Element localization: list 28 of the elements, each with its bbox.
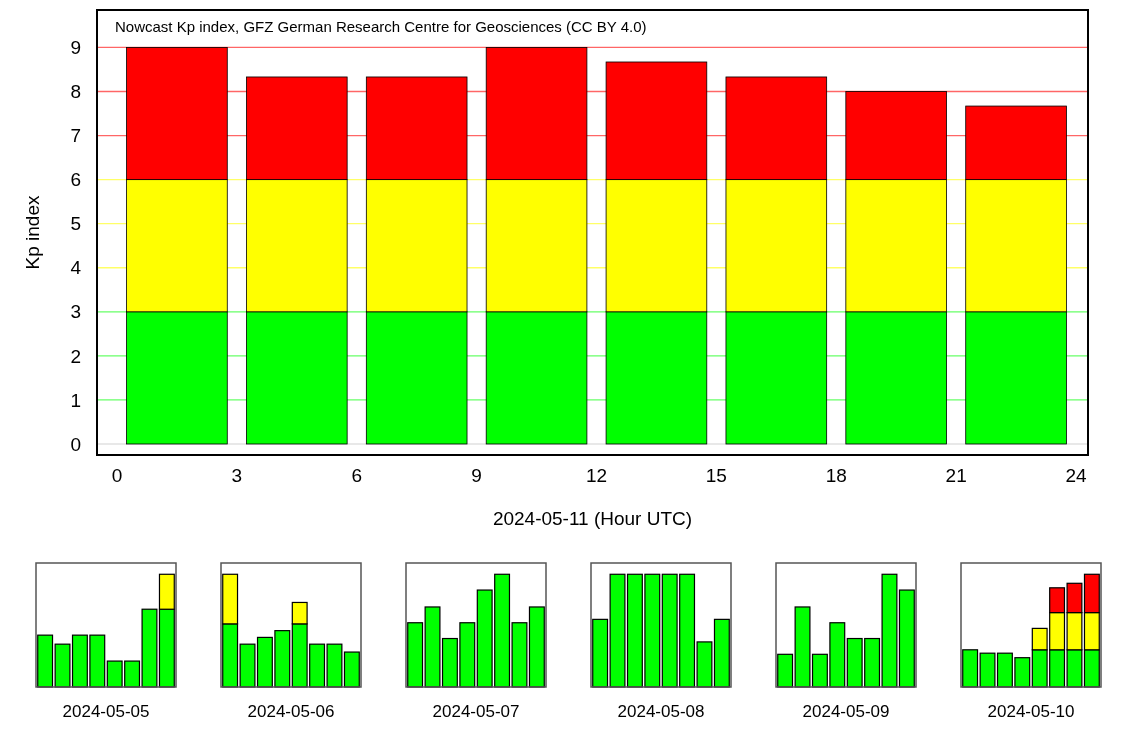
x-axis-title: 2024-05-11 (Hour UTC): [492, 508, 693, 529]
y-tick-label: 9: [70, 37, 81, 59]
x-tick-label: 18: [825, 465, 847, 486]
x-axis-title: 2024-05-10: [987, 702, 1075, 721]
x-tick-label: 15: [705, 465, 727, 486]
y-axis-title: Kp index: [22, 195, 43, 270]
x-tick-label: 21: [945, 465, 967, 486]
y-tick-label: 0: [70, 433, 81, 455]
y-tick-label: 7: [70, 125, 81, 147]
x-axis-title: 2024-05-07: [432, 702, 520, 721]
x-tick-label: 3: [231, 465, 243, 486]
x-tick-label: 6: [351, 465, 363, 486]
y-tick-label: 4: [70, 257, 82, 279]
x-axis-title: 2024-05-08: [617, 702, 705, 721]
annotation: Nowcast Kp index, GFZ German Research Centre for Geosciences (CC BY 4.0): [115, 18, 647, 35]
x-axis-title: 2024-05-06: [247, 702, 335, 721]
y-tick-label: 8: [70, 81, 81, 103]
x-tick-label: 24: [1065, 465, 1088, 486]
x-axis-title: 2024-05-09: [802, 702, 890, 721]
x-tick-label: 12: [585, 465, 608, 486]
y-tick-label: 5: [70, 213, 81, 235]
x-tick-label: 0: [111, 465, 123, 486]
y-tick-label: 6: [70, 169, 81, 191]
y-tick-label: 3: [70, 301, 81, 323]
x-axis-title: 2024-05-05: [62, 702, 150, 721]
y-tick-label: 1: [70, 389, 81, 411]
x-tick-label: 9: [471, 465, 482, 486]
y-tick-label: 2: [70, 345, 81, 367]
